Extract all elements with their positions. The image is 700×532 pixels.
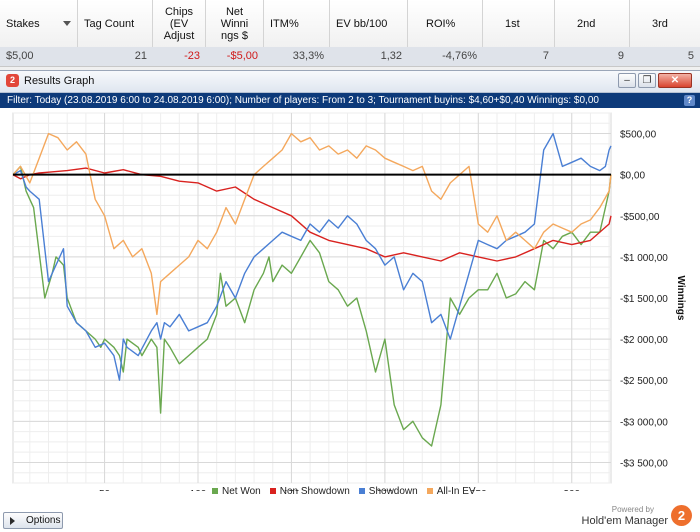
powered-by-text: Powered by [611,505,654,514]
y-tick-label: -$1 000,00 [620,253,668,264]
minimize-icon: – [624,75,630,86]
x-tick-label: 250 [470,489,487,491]
cell-tag-count: 21 [134,50,147,62]
x-tick-label: 200 [377,489,394,491]
legend-item-showdown[interactable]: Showdown [358,485,418,497]
series-line-showdown [12,132,612,381]
legend-swatch [212,488,218,494]
y-tick-label: -$2 500,00 [620,376,668,387]
close-button[interactable]: ✕ [658,73,692,88]
y-tick-label: -$500,00 [620,212,660,223]
results-graph-window: 2 Results Graph – ❐ ✕ Filter: Today (23.… [0,70,700,532]
cell-roi: -4,76% [442,50,477,62]
cell-1st: 7 [542,50,549,62]
column-header-roi[interactable]: ROI% [408,0,483,47]
cell-stakes: $5,00 [6,50,34,62]
series-line-net-won [12,165,612,447]
filter-text: Filter: Today (23.08.2019 6:00 to 24.08.… [7,95,599,106]
options-label: Options [26,515,61,526]
cell-3rd: 5 [687,50,694,62]
x-tick-label: 150 [283,489,300,491]
y-tick-label: -$1 500,00 [620,294,668,305]
legend-item-non-showdown[interactable]: Non Showdown [269,485,350,497]
y-tick-label: $500,00 [620,130,657,141]
column-header-itm[interactable]: ITM% [264,0,330,47]
legend-label: Showdown [368,485,418,497]
series-line-all-in-ev [12,132,612,316]
column-label: Chips (EV Adjust [163,5,195,42]
column-label: EV bb/100 [336,17,388,30]
play-arrow-icon [10,517,15,525]
holdem-manager-logo-icon: 2 [671,505,692,526]
column-label: 2nd [577,17,596,30]
column-label: Net Winni ngs $ [220,5,249,42]
window-title: Results Graph [24,75,95,87]
column-header-ev-bb[interactable]: EV bb/100 [330,0,408,47]
y-tick-label: -$3 000,00 [620,417,668,428]
cell-2nd: 9 [617,50,624,62]
options-button[interactable]: Options [3,512,63,529]
column-label: ITM% [270,17,299,30]
column-header-chips-ev[interactable]: Chips (EV Adjust [153,0,206,47]
help-icon[interactable]: ? [684,95,695,106]
legend-label: Net Won [222,485,261,497]
cell-itm: 33,3% [292,50,324,62]
y-tick-label: -$3 500,00 [620,458,668,469]
holdem-manager-icon: 2 [6,74,19,87]
restore-icon: ❐ [642,75,652,86]
series-line-non-showdown [12,167,612,262]
legend-label: All-In EV [436,485,476,497]
chart-svg: $500,00 $0,00 -$500,00 -$1 000,00 -$1 500,00… [12,112,686,491]
column-label: 1st [505,17,520,30]
x-tick-label: 100 [190,489,207,491]
column-label: Tag Count [84,17,135,30]
column-label: Stakes [6,17,40,30]
column-label: ROI% [426,17,456,30]
stats-header-row: Stakes Tag Count Chips (EV Adjust Net Wi… [0,0,700,48]
column-header-2nd[interactable]: 2nd [555,0,630,47]
column-header-3rd[interactable]: 3rd [630,0,700,47]
cell-ev-bb: 1,32 [380,50,402,62]
legend-item-net-won[interactable]: Net Won [212,486,261,497]
y-tick-label: $0,00 [620,171,645,182]
legend-swatch [426,488,433,494]
legend-label: Non Showdown [279,485,350,497]
legend-swatch [358,488,365,494]
legend-item-all-in-ev[interactable]: All-In EV [426,485,476,497]
stats-data-row[interactable]: $5,00 21 -23 -$5,00 33,3% 1,32 -4,76% 7 … [0,47,700,67]
restore-button[interactable]: ❐ [638,73,656,88]
column-header-tag-count[interactable]: Tag Count [78,0,153,47]
results-chart: $500,00 $0,00 -$500,00 -$1 000,00 -$1 500,00… [0,109,700,491]
cell-net-winnings: -$5,00 [226,50,258,62]
close-icon: ✕ [670,75,680,86]
cell-chips-ev: -23 [184,50,200,62]
legend-swatch [269,488,276,494]
column-header-stakes[interactable]: Stakes [0,0,78,47]
brand-name: Hold'em Manager [581,515,668,527]
minimize-button[interactable]: – [618,73,636,88]
column-header-1st[interactable]: 1st [483,0,555,47]
column-label: 3rd [652,17,668,30]
y-tick-label: -$2 000,00 [620,335,668,346]
y-axis-title: Winnings [675,276,686,321]
filter-bar[interactable]: Filter: Today (23.08.2019 6:00 to 24.08.… [0,93,700,108]
stats-table: Stakes Tag Count Chips (EV Adjust Net Wi… [0,0,700,67]
x-tick-label: 50 [99,489,111,491]
chart-legend: Net Won Non Showdown Showdown All-In EV [212,484,485,498]
window-titlebar[interactable]: 2 Results Graph – ❐ ✕ [0,71,700,93]
x-tick-label: 300 [563,489,580,491]
dropdown-arrow-icon[interactable] [63,21,71,26]
column-header-net-winnings[interactable]: Net Winni ngs $ [206,0,264,47]
